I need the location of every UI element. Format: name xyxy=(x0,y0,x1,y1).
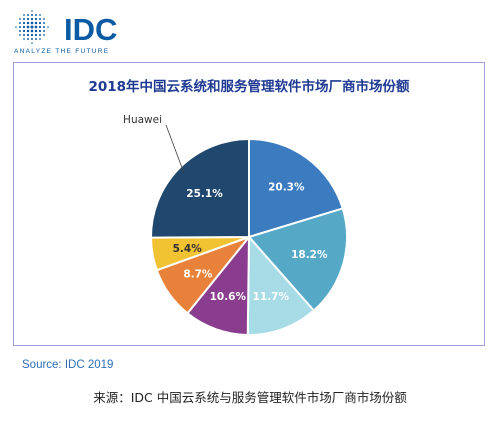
logo-tagline: ANALYZE THE FUTURE xyxy=(14,48,110,55)
pie-slice-2 xyxy=(247,207,348,312)
pie-slice-7 xyxy=(149,137,250,239)
pie-slice-3 xyxy=(246,234,316,336)
pie-chart: 20.3% 18.2% 11.7% 10.6% 8.7% 5.4% 25.1% Huawei xyxy=(123,114,348,337)
figure-caption: 来源：IDC 中国云系统与服务管理软件市场厂商市场份额 xyxy=(93,390,407,405)
idc-logo: IDC ANALYZE THE FUTURE xyxy=(14,10,154,56)
callout-line xyxy=(165,124,185,173)
chart-frame: 2018年中国云系统和服务管理软件市场厂商市场份额 20.3% 18.2% 11.7… xyxy=(13,62,485,346)
pie-slice-1 xyxy=(248,137,345,239)
slice-value-label-6: 5.4% xyxy=(173,243,203,255)
slice-value-label-1: 20.3% xyxy=(268,182,305,194)
slice-name-label: Huawei xyxy=(123,114,162,126)
slice-value-label-2: 18.2% xyxy=(291,249,328,261)
slice-value-label-5: 8.7% xyxy=(183,268,213,280)
source-note: Source: IDC 2019 xyxy=(22,359,114,371)
logo-brand: IDC xyxy=(64,12,118,47)
slice-value-label-7: 25.1% xyxy=(186,188,223,200)
slice-value-label-4: 10.6% xyxy=(210,291,247,303)
globe-icon xyxy=(15,10,49,44)
slice-value-label-3: 11.7% xyxy=(253,291,290,303)
chart-title: 2018年中国云系统和服务管理软件市场厂商市场份额 xyxy=(88,79,410,95)
